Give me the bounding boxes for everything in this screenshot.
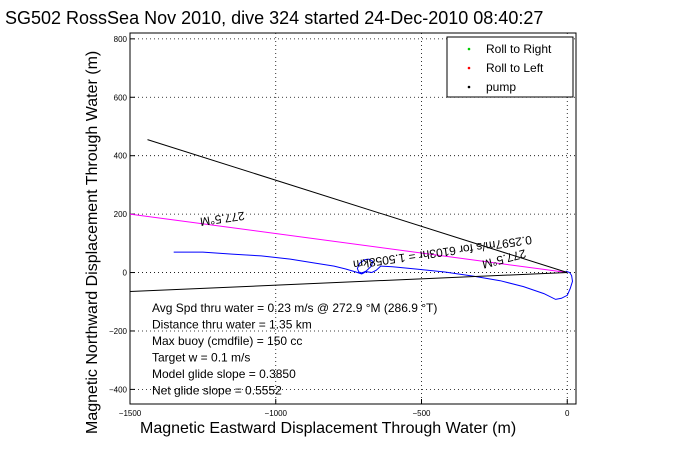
y-tick-label: 800: [114, 35, 128, 44]
ticks: −1500 −1000 −500 0 −400 −200 0 200 400 600 800: [109, 35, 570, 418]
rotated-label: 277.5°M: [199, 209, 245, 229]
stats-annotation: Net glide slope = 0.5552: [152, 384, 282, 398]
legend-marker: [467, 85, 471, 89]
y-tick-label: −200: [109, 327, 128, 336]
y-tick-label: 200: [114, 210, 128, 219]
x-axis-label: Magnetic Eastward Displacement Through W…: [140, 420, 516, 437]
x-tick-label: −1500: [119, 409, 142, 418]
stats-annotation: Model glide slope = 0.3850: [152, 367, 296, 381]
series-velocity-line: [129, 272, 568, 292]
x-tick-label: −1000: [265, 409, 288, 418]
series: [129, 139, 574, 300]
chart-title: SG502 RossSea Nov 2010, dive 324 started…: [5, 8, 543, 28]
y-tick-label: −400: [109, 385, 128, 394]
stats-annotation: Target w = 0.1 m/s: [152, 351, 250, 365]
axes-frame: [129, 32, 577, 405]
x-tick-label: 0: [565, 409, 570, 418]
legend-marker: [467, 66, 471, 70]
y-tick-label: 400: [114, 152, 128, 161]
series-loop: [356, 258, 374, 274]
y-tick-label: 600: [114, 93, 128, 102]
annotations: Avg Spd thru water = 0.23 m/s @ 272.9 °M…: [152, 301, 437, 398]
legend-label: Roll to Right: [486, 42, 552, 56]
series-heading-line: [147, 139, 568, 273]
legend-label: pump: [486, 80, 516, 94]
legend: Roll to Right Roll to Left pump: [446, 36, 574, 98]
y-axis-label: Magnetic Northward Displacement Through …: [84, 51, 101, 434]
y-tick-label: 0: [123, 269, 128, 278]
stats-annotation: Max buoy (cmdfile) = 150 cc: [152, 334, 302, 348]
legend-label: Roll to Left: [486, 61, 544, 75]
x-tick-label: −500: [412, 409, 431, 418]
series-track: [173, 251, 574, 300]
legend-marker: [467, 47, 471, 51]
series-heading-line: [129, 213, 568, 273]
stats-annotation: Avg Spd thru water = 0.23 m/s @ 272.9 °M…: [152, 301, 437, 315]
stats-annotation: Distance thru water = 1.35 km: [152, 318, 312, 332]
